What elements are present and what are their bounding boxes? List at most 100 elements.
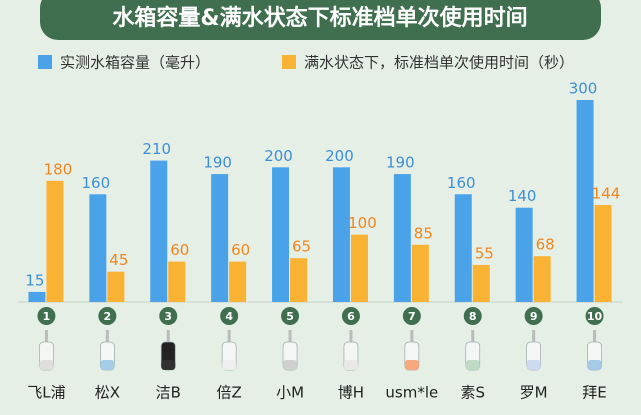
rank-label: 8: [469, 310, 477, 323]
value-label: 300: [569, 80, 598, 98]
rank-badge: [585, 307, 604, 325]
legend-swatch: [38, 55, 52, 69]
value-label: 144: [592, 185, 621, 203]
product-nozzle: [349, 330, 353, 342]
product-nozzle: [288, 330, 292, 342]
bar: [211, 174, 229, 302]
bar: [150, 160, 168, 302]
rank-label: 5: [286, 310, 294, 323]
value-label: 60: [170, 241, 189, 259]
rank-badge: [402, 307, 421, 325]
product-nozzle: [471, 330, 475, 342]
legend-swatch: [282, 55, 296, 69]
rank-badge: [463, 307, 482, 325]
rank-label: 7: [408, 310, 416, 323]
rank-label: 10: [587, 310, 603, 323]
product-image: [39, 330, 54, 371]
product-image: [99, 330, 115, 371]
bar: [168, 261, 186, 302]
rank-badge: [220, 307, 239, 325]
value-label: 160: [447, 174, 476, 192]
value-label: 85: [414, 224, 433, 242]
chart-title: 水箱容量&满水状态下标准档单次使用时间: [112, 5, 527, 31]
rank-badge: [37, 307, 56, 325]
product-nozzle: [105, 330, 109, 342]
category-label: 洁B: [156, 384, 181, 402]
rank-badge: [159, 307, 178, 325]
bar: [533, 256, 551, 302]
title-banner: [40, 0, 601, 40]
value-label: 200: [325, 147, 354, 165]
rank-label: 4: [225, 310, 233, 323]
product-tank: [526, 360, 541, 370]
value-label: 55: [475, 244, 494, 262]
rank-badge: [524, 307, 543, 325]
bar: [89, 194, 107, 302]
category-label: usm*le: [385, 384, 438, 402]
product-nozzle: [44, 330, 48, 342]
value-label: 180: [44, 160, 73, 178]
bar: [46, 180, 64, 302]
product-nozzle: [227, 330, 231, 342]
product-tank: [222, 360, 237, 370]
product-nozzle: [532, 330, 536, 342]
category-label: 小M: [276, 384, 304, 402]
category-label: 素S: [460, 384, 485, 402]
bar: [411, 244, 429, 302]
rank-label: 2: [104, 310, 112, 323]
category-label: 松X: [95, 384, 120, 402]
category-label: 博H: [338, 384, 364, 402]
product-tank: [587, 360, 602, 370]
product-image: [404, 330, 420, 371]
rank-badge: [281, 307, 300, 325]
product-image: [343, 330, 359, 371]
legend-label: 满水状态下，标准档单次使用时间（秒）: [304, 54, 574, 72]
product-tank: [404, 360, 419, 370]
bar: [332, 167, 350, 302]
bar: [576, 100, 594, 302]
value-label: 140: [508, 187, 537, 205]
product-nozzle: [410, 330, 414, 342]
product-image: [221, 330, 237, 371]
product-nozzle: [166, 330, 170, 342]
product-tank: [283, 360, 298, 370]
value-label: 160: [82, 174, 111, 192]
value-label: 200: [264, 147, 293, 165]
product-tank: [161, 360, 176, 370]
bar: [393, 174, 411, 302]
bar: [290, 258, 308, 302]
rank-badge: [98, 307, 117, 325]
product-tank: [465, 360, 480, 370]
product-image: [526, 330, 542, 371]
value-label: 65: [292, 238, 311, 256]
bar: [28, 291, 46, 302]
bar: [350, 234, 368, 302]
product-nozzle: [593, 330, 597, 342]
rank-label: 6: [347, 310, 355, 323]
value-label: 15: [25, 271, 44, 289]
rank-label: 3: [164, 310, 172, 323]
rank-badge: [341, 307, 360, 325]
product-tank: [343, 360, 358, 370]
value-label: 60: [231, 241, 250, 259]
product-tank: [100, 360, 115, 370]
bar: [272, 167, 290, 302]
product-image: [160, 330, 176, 371]
rank-label: 9: [530, 310, 538, 323]
bar: [454, 194, 472, 302]
category-label: 倍Z: [217, 384, 242, 402]
value-label: 100: [348, 214, 377, 232]
bar: [472, 264, 490, 302]
category-label: 罗M: [520, 384, 548, 402]
bar: [107, 271, 125, 302]
product-image: [587, 330, 602, 371]
value-label: 210: [142, 140, 171, 158]
value-label: 190: [386, 154, 415, 172]
value-label: 68: [536, 236, 555, 254]
product-image: [465, 330, 481, 371]
bar: [594, 205, 612, 302]
rank-label: 1: [43, 310, 51, 323]
product-image: [282, 330, 298, 371]
value-label: 45: [109, 251, 128, 269]
